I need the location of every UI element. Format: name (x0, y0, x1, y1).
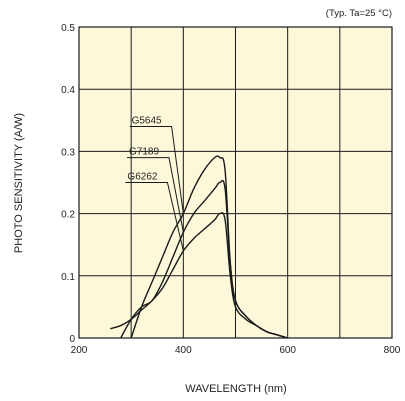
tick-labels: 200 400 600 800 0 0.1 0.2 0.3 0.4 0.5 (61, 23, 401, 356)
annotation: (Typ. Ta=25 °C) (326, 8, 392, 19)
series-labels: G5645 G7189 G6262 (127, 116, 162, 183)
series-label-g5645: G5645 (132, 116, 162, 127)
x-tick-label: 200 (71, 345, 88, 356)
y-tick-label: 0.3 (61, 147, 75, 158)
series-leader-g5645 (129, 126, 184, 214)
curves (110, 155, 288, 339)
series-leader-g7189 (126, 157, 184, 233)
series-line-g6262 (110, 212, 288, 339)
y-axis-label: PHOTO SENSITIVITY (A/W) (13, 113, 25, 253)
y-tick-label: 0.5 (61, 23, 75, 34)
y-tick-label: 0.4 (61, 85, 75, 96)
y-tick-label: 0 (69, 334, 75, 345)
x-tick-label: 400 (175, 345, 192, 356)
series-label-leaders (125, 126, 184, 252)
x-axis-label: WAVELENGTH (nm) (185, 383, 286, 395)
x-tick-label: 600 (279, 345, 296, 356)
x-tick-label: 800 (384, 345, 401, 356)
grid (79, 27, 392, 338)
y-tick-label: 0.1 (61, 272, 75, 283)
series-label-g6262: G6262 (127, 172, 157, 183)
series-label-g7189: G7189 (129, 147, 159, 158)
y-tick-label: 0.2 (61, 210, 75, 221)
plot-border (78, 26, 393, 339)
series-leader-g6262 (125, 182, 184, 252)
